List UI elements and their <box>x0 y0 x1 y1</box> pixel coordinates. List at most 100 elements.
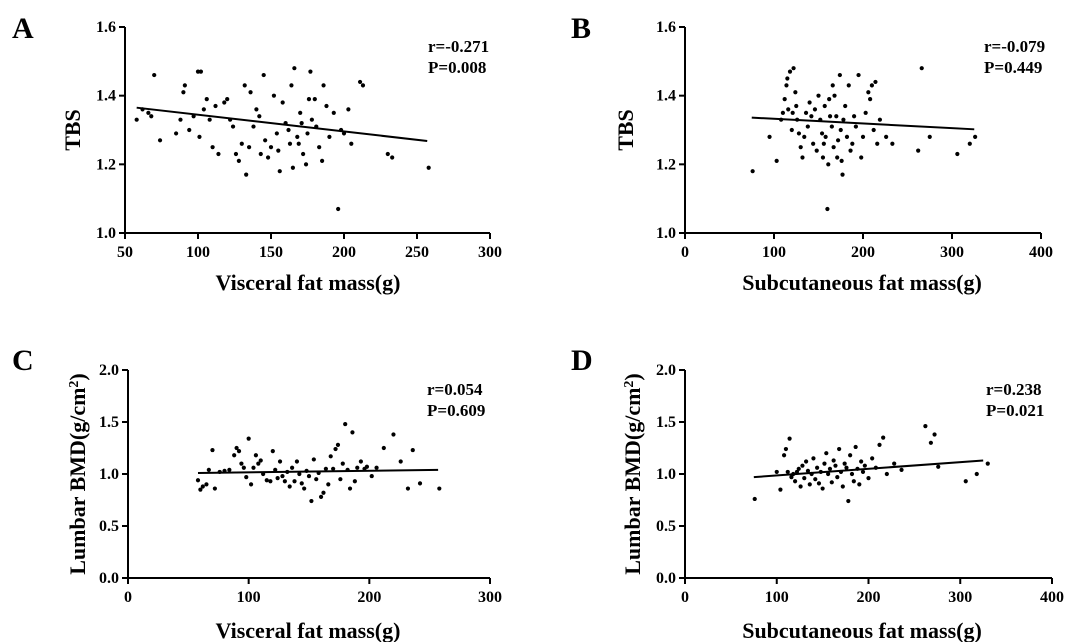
panel-d-data-point <box>826 471 831 477</box>
panel-b-data-point <box>800 155 805 160</box>
panel-b-data-point <box>786 107 791 112</box>
panel-a-data-point <box>207 117 212 122</box>
panel-b-data-point <box>837 72 842 78</box>
panel-a-data-point <box>320 158 325 163</box>
panel-c-data-point <box>318 494 324 499</box>
panel-c-data-point <box>326 482 331 487</box>
panel-a-data-point <box>254 107 259 112</box>
panel-b-stat-p: P=0.449 <box>984 58 1042 77</box>
panel-b-data-point <box>868 97 873 102</box>
panel-a-data-point <box>303 162 309 167</box>
panel-c-data-point <box>234 445 239 451</box>
panel-c-data-point <box>299 481 304 486</box>
panel-a-data-point <box>233 151 239 157</box>
panel-a-data-point <box>385 151 390 157</box>
panel-a-label: A <box>12 12 34 45</box>
panel-c-data-point <box>381 445 386 451</box>
panel-b-data-point <box>790 110 795 115</box>
panel-a-data-point <box>195 69 201 74</box>
panel-c-data-point <box>246 436 251 441</box>
panel-d-data-point <box>805 468 811 473</box>
panel-c-data-point <box>236 449 242 454</box>
panel-d-data-point <box>936 464 941 469</box>
panel-b-x-tick-label: 400 <box>1029 244 1053 261</box>
panel-d-data-point <box>789 475 794 480</box>
panel-a-data-point <box>210 145 215 150</box>
panel-c-data-point <box>374 465 379 470</box>
panel-c-data-point <box>358 459 363 464</box>
panel-c-x-tick-label: 300 <box>478 589 502 606</box>
panel-c-data-point <box>210 447 215 453</box>
panel-c-data-point <box>200 484 205 489</box>
panel-c-data-point <box>343 421 348 427</box>
panel-a-y-tick-label: 1.4 <box>96 88 116 105</box>
panel-b-data-point <box>840 172 845 177</box>
panel-d-data-point <box>802 476 807 481</box>
panel-a-data-point <box>265 155 271 160</box>
panel-b-data-point <box>838 127 843 133</box>
panel-a-data-point <box>312 97 317 102</box>
panel-d-data-point <box>985 461 990 466</box>
panel-b-data-point <box>835 138 841 143</box>
panel-d-stat-r: r=0.238 <box>986 380 1041 399</box>
panel-b-data-point <box>823 134 828 139</box>
panel-a-data-point <box>181 90 186 95</box>
panel-b-data-point <box>973 134 978 139</box>
panel-a-data-point <box>198 69 204 74</box>
panel-c-y-tick-label: 1.0 <box>99 466 119 483</box>
panel-a-data-point <box>331 110 336 115</box>
panel-a-x-tick-label: 50 <box>117 244 133 261</box>
panel-c-data-point <box>294 459 300 464</box>
panel-b-data-point <box>793 90 798 95</box>
panel-a-data-point <box>244 172 249 177</box>
panel-a-data-point <box>349 141 354 146</box>
panel-b-data-point <box>798 145 803 150</box>
panel-c-data-point <box>398 459 403 464</box>
panel-c-data-point <box>264 478 269 483</box>
panel-d-data-point <box>783 446 789 452</box>
panel-b-data-point <box>832 93 837 98</box>
panel-a-data-point <box>290 165 295 170</box>
panel-b-data-point <box>852 114 857 119</box>
panel-b-data-point <box>812 107 818 112</box>
panel-a-y-axis-title: TBS <box>60 109 85 151</box>
panel-a-data-point <box>299 121 304 126</box>
panel-c-data-point <box>306 473 312 479</box>
panel-a-data-point <box>317 145 322 150</box>
panel-d-data-point <box>778 487 783 492</box>
panel-c-data-point <box>410 447 415 453</box>
panel-d-data-point <box>844 465 849 470</box>
panel-c-data-point <box>198 487 203 492</box>
panel-b-data-point <box>830 83 835 88</box>
panel-a-data-point <box>216 151 221 157</box>
panel-d-data-point <box>877 442 882 447</box>
panel-b-data-point <box>927 134 932 139</box>
panel-a-data-point <box>222 100 227 105</box>
panel-b-data-point <box>853 124 858 129</box>
panel-a-data-point <box>225 97 230 102</box>
panel-c-data-point <box>248 482 254 487</box>
panel-c-data-point <box>290 465 295 470</box>
panel-d-data-point <box>816 481 822 486</box>
panel-c-data-point <box>333 446 338 452</box>
panel-c-data-point <box>258 458 263 463</box>
panel-d-regression-line <box>753 459 984 479</box>
panel-d-data-point <box>815 465 820 470</box>
panel-d-data-point <box>859 459 864 464</box>
panel-b-data-point <box>844 134 850 139</box>
panel-d-data-point <box>928 440 933 445</box>
panel-d-data-point <box>860 469 866 475</box>
panel-b-data-point <box>805 124 810 129</box>
panel-b-data-point <box>869 83 875 88</box>
panel-d-data-point <box>846 498 851 504</box>
panel-c-data-point <box>369 473 374 479</box>
panel-d-data-point <box>848 453 853 458</box>
panel-d-data-point <box>793 479 798 484</box>
panel-d-data-point <box>840 484 845 489</box>
panel-c-data-point <box>287 484 292 489</box>
panel-a-data-point <box>248 90 253 95</box>
panel-b-y-tick-label: 1.2 <box>656 156 676 173</box>
panel-c-data-point <box>282 479 287 484</box>
panel-d-x-tick-label: 100 <box>765 589 789 606</box>
